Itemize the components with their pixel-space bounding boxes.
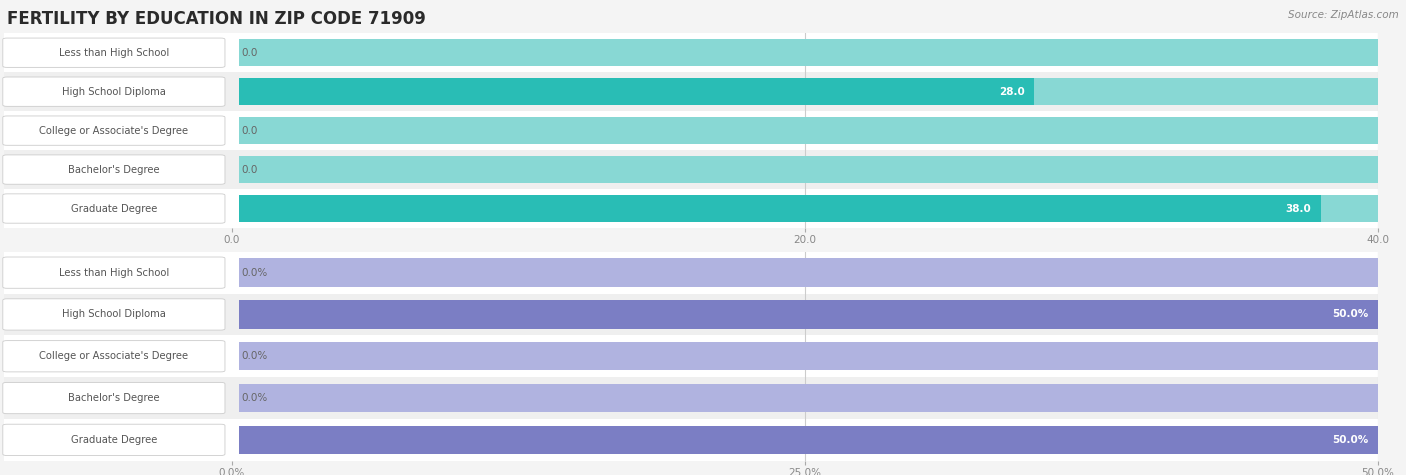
Text: 0.0: 0.0 — [242, 164, 257, 175]
Text: 0.0%: 0.0% — [242, 351, 267, 361]
Bar — [232, 342, 1378, 370]
Bar — [232, 426, 1378, 454]
Text: Less than High School: Less than High School — [59, 48, 169, 58]
Bar — [232, 39, 1378, 66]
Bar — [232, 72, 1378, 111]
Text: 0.0: 0.0 — [242, 48, 257, 58]
Text: Graduate Degree: Graduate Degree — [70, 435, 157, 445]
Bar — [232, 426, 1378, 454]
Bar — [232, 150, 1378, 189]
Text: High School Diploma: High School Diploma — [62, 86, 166, 97]
Bar — [232, 195, 1378, 222]
Bar — [232, 78, 1035, 105]
Text: College or Associate's Degree: College or Associate's Degree — [39, 125, 188, 136]
Bar — [232, 300, 1378, 329]
Text: 0.0: 0.0 — [242, 125, 257, 136]
Bar — [232, 300, 1378, 329]
Bar — [232, 419, 1378, 461]
Bar — [232, 252, 1378, 294]
Bar — [232, 111, 1378, 150]
Text: Graduate Degree: Graduate Degree — [70, 203, 157, 214]
Bar — [232, 384, 1378, 412]
Text: Bachelor's Degree: Bachelor's Degree — [67, 164, 160, 175]
Text: College or Associate's Degree: College or Associate's Degree — [39, 351, 188, 361]
Bar — [232, 335, 1378, 377]
Text: Bachelor's Degree: Bachelor's Degree — [67, 393, 160, 403]
Bar — [232, 78, 1378, 105]
Bar — [232, 294, 1378, 335]
Text: FERTILITY BY EDUCATION IN ZIP CODE 71909: FERTILITY BY EDUCATION IN ZIP CODE 71909 — [7, 10, 426, 28]
Bar — [232, 117, 1378, 144]
Bar — [232, 189, 1378, 228]
Text: 50.0%: 50.0% — [1333, 309, 1368, 320]
Bar — [232, 377, 1378, 419]
Text: High School Diploma: High School Diploma — [62, 309, 166, 320]
Text: 0.0%: 0.0% — [242, 267, 267, 278]
Bar — [232, 195, 1320, 222]
Bar — [232, 156, 1378, 183]
Text: 50.0%: 50.0% — [1333, 435, 1368, 445]
Text: Less than High School: Less than High School — [59, 267, 169, 278]
Bar — [232, 33, 1378, 72]
Text: Source: ZipAtlas.com: Source: ZipAtlas.com — [1288, 10, 1399, 19]
Text: 28.0: 28.0 — [1000, 86, 1025, 97]
Text: 0.0%: 0.0% — [242, 393, 267, 403]
Bar — [232, 258, 1378, 287]
Text: 38.0: 38.0 — [1285, 203, 1312, 214]
